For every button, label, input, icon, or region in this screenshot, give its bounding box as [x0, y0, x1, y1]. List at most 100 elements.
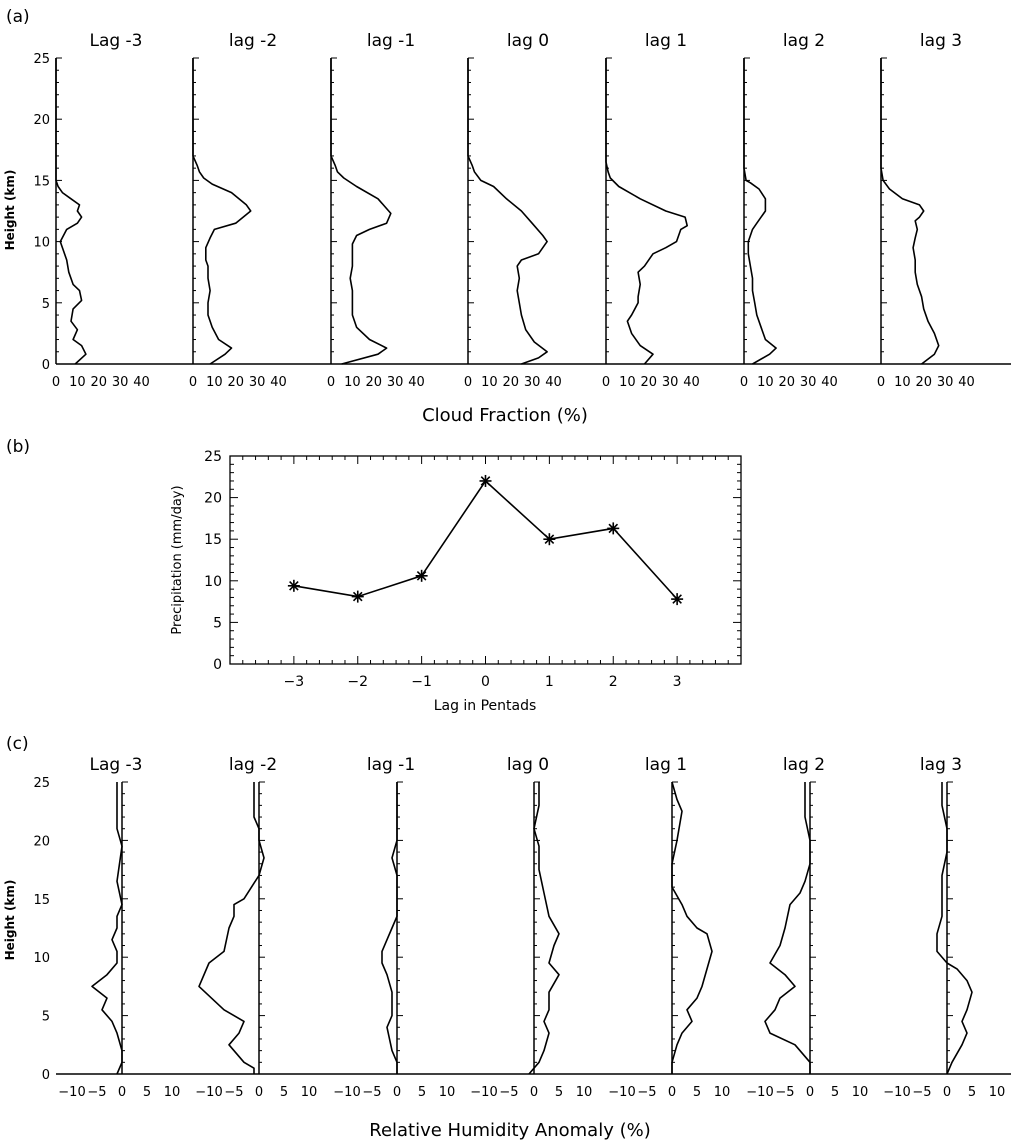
x-tick-label: 30	[249, 375, 266, 390]
asterisk-stroke	[672, 594, 682, 604]
y-tick-label: 20	[204, 491, 222, 507]
subplot-title: Lag -3	[89, 31, 142, 51]
x-tick-label: 0	[943, 1085, 951, 1100]
profile-line	[605, 58, 689, 365]
subplot-title: lag 1	[645, 31, 687, 51]
profile-line	[381, 782, 398, 1074]
panel-b-ylabel: Precipitation (mm/day)	[170, 485, 185, 634]
data-point	[351, 590, 364, 603]
profile-line	[743, 58, 777, 365]
subplot-title: lag -2	[229, 31, 277, 51]
x-tick-label: −5	[775, 1085, 794, 1100]
y-tick-label: 15	[33, 893, 50, 908]
asterisk-stroke	[608, 523, 619, 534]
subplot-1: lag -2 0 10 20 30 40	[189, 31, 287, 390]
x-tick-label: 0	[393, 1085, 401, 1100]
data-point	[543, 533, 556, 546]
subplot-2: lag -1 −10 −5 0 5 10	[333, 755, 455, 1100]
profile-line	[528, 782, 560, 1075]
x-tick-label: −10	[883, 1085, 910, 1100]
x-tick-label: 40	[821, 375, 838, 390]
precip-line	[293, 479, 678, 600]
x-tick-label: 30	[937, 375, 954, 390]
x-tick-label: 5	[831, 1085, 839, 1100]
subplot-title: lag -1	[367, 755, 415, 775]
x-tick-label: −5	[224, 1085, 243, 1100]
panel-c-ylabel: Height (km)	[3, 880, 17, 961]
panel-b-axes-frame	[229, 455, 742, 665]
x-tick-label: −10	[470, 1085, 497, 1100]
x-tick-label: 10	[576, 1085, 593, 1100]
x-tick-label: 10	[481, 375, 498, 390]
x-tick-label: 0	[668, 1085, 676, 1100]
panel-label-c: (c)	[6, 734, 29, 754]
subplot-6: lag 3 −10 −5 0 5 10	[883, 755, 1005, 1100]
x-tick-label: 10	[894, 375, 911, 390]
profile-line	[198, 782, 265, 1074]
y-tick-label: 5	[42, 297, 50, 312]
x-tick-label: 0	[118, 1085, 126, 1100]
data-point	[287, 579, 300, 592]
x-tick-label: 10	[852, 1085, 869, 1100]
x-tick-label: −5	[637, 1085, 656, 1100]
y-tick-label: 20	[33, 834, 50, 849]
subplot-title: lag 0	[507, 31, 549, 51]
data-point	[479, 474, 492, 487]
x-tick-label: 30	[387, 375, 404, 390]
asterisk-stroke	[480, 476, 491, 486]
x-tick-label: 0	[464, 375, 472, 390]
subplot-title: Lag -3	[89, 755, 142, 775]
x-tick-label: 20	[90, 375, 107, 390]
subplot-4: lag 1 0 10 20 30 40	[602, 31, 700, 390]
y-tick-label: 0	[42, 1068, 50, 1083]
x-tick-label: 40	[545, 375, 562, 390]
panel-a-subplots: 0 5 10 15 20 25 Lag -3 0 10 20 30 40 lag -2 0 10 20 30 40…	[33, 31, 1011, 390]
x-tick-label: 5	[418, 1085, 426, 1100]
data-point	[607, 522, 620, 535]
x-tick-label: 30	[662, 375, 679, 390]
subplot-title: lag 3	[920, 31, 962, 51]
x-tick-label: 0	[255, 1085, 263, 1100]
subplot-title: lag -2	[229, 755, 277, 775]
x-tick-label: 0	[806, 1085, 814, 1100]
x-tick-label: −10	[58, 1085, 85, 1100]
x-tick-label: 3	[673, 674, 682, 690]
x-tick-label: 10	[344, 375, 361, 390]
x-tick-label: 5	[968, 1085, 976, 1100]
y-tick-label: 20	[33, 113, 50, 128]
panel-a-ylabel: Height (km)	[3, 170, 17, 251]
x-tick-label: 20	[502, 375, 519, 390]
asterisk-stroke	[352, 591, 363, 602]
x-tick-label: 20	[227, 375, 244, 390]
profile-line	[880, 58, 940, 365]
x-tick-label: 5	[143, 1085, 151, 1100]
x-tick-label: 10	[439, 1085, 456, 1100]
x-tick-label: 2	[609, 674, 618, 690]
subplot-5: lag 2 −10 −5 0 5 10	[746, 755, 868, 1100]
subplot-0: Lag -3 −10 −5 0 5 10	[58, 755, 180, 1100]
asterisk-stroke	[416, 571, 427, 581]
profile-line	[91, 782, 123, 1075]
subplot-title: lag 2	[783, 755, 825, 775]
x-tick-label: 10	[714, 1085, 731, 1100]
x-tick-label: 40	[958, 375, 975, 390]
x-tick-label: −5	[87, 1085, 106, 1100]
x-tick-label: 5	[555, 1085, 563, 1100]
x-tick-label: 10	[757, 375, 774, 390]
panel-b-xlabel: Lag in Pentads	[434, 698, 537, 714]
subplot-title: lag 0	[507, 755, 549, 775]
subplot-5: lag 2 0 10 20 30 40	[740, 31, 838, 390]
panel-a: (a) 0 5 10 15 20 25 Lag -3 0 10 20 30 40 lag -2 0 10 20…	[3, 7, 1011, 426]
x-tick-label: −10	[746, 1085, 773, 1100]
y-tick-label: 5	[213, 615, 222, 631]
x-tick-label: 30	[524, 375, 541, 390]
x-tick-label: 0	[530, 1085, 538, 1100]
profile-line	[671, 781, 713, 1074]
subplot-2: lag -1 0 10 20 30 40	[327, 31, 425, 390]
panel-c-xlabel: Relative Humidity Anomaly (%)	[369, 1120, 650, 1141]
y-tick-label: 0	[213, 657, 222, 673]
x-tick-label: 20	[640, 375, 657, 390]
x-tick-label: 40	[270, 375, 287, 390]
